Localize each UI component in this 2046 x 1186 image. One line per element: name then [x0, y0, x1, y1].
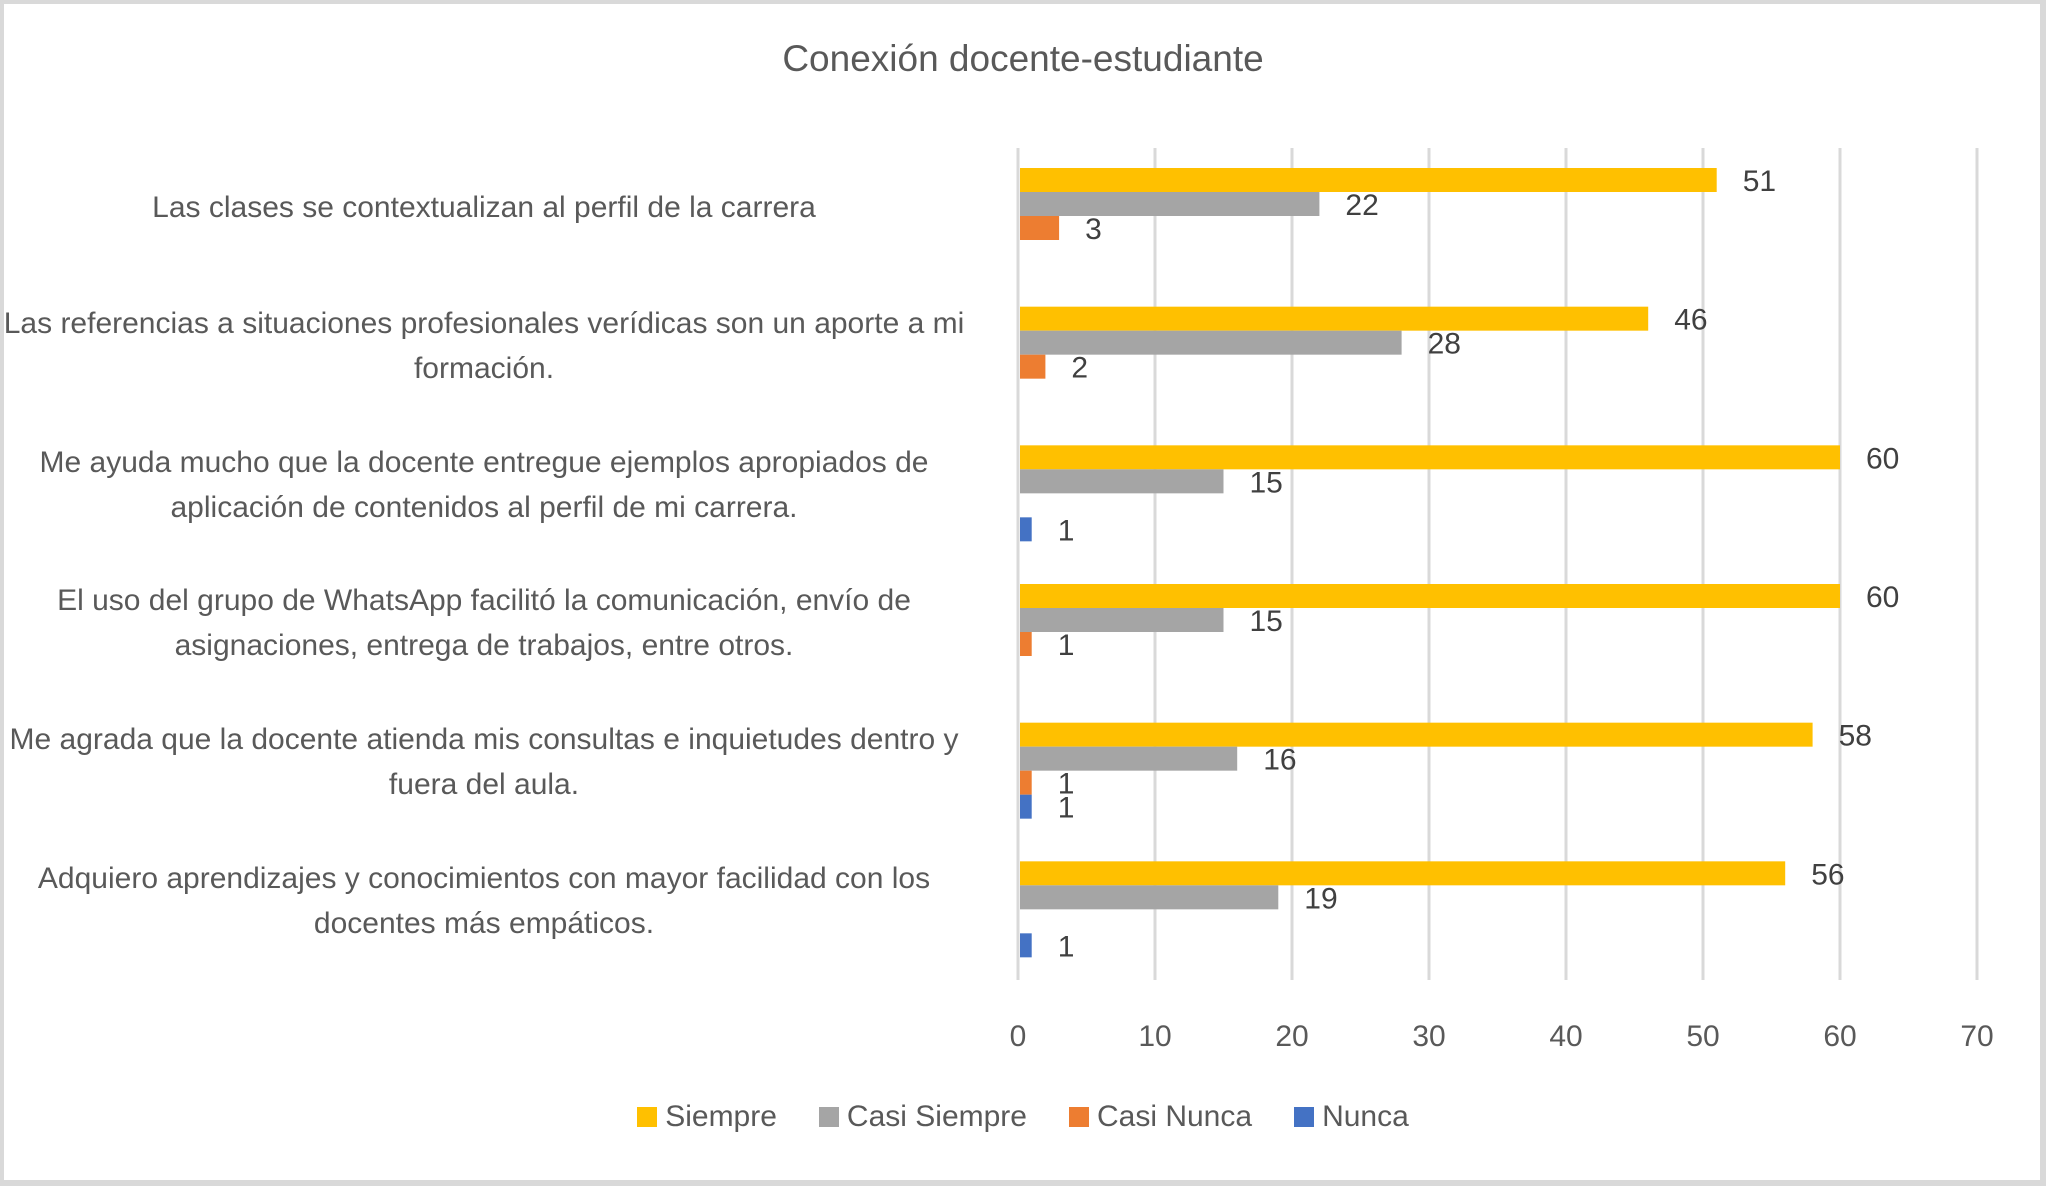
gridlines	[1016, 148, 1979, 980]
data-label-casi-nunca: 3	[1085, 213, 1102, 246]
bar-casi-siempre	[1020, 330, 1402, 355]
x-tick-label: 20	[1275, 1020, 1308, 1053]
data-label-siempre: 58	[1839, 720, 1872, 753]
data-label-casi-siempre: 19	[1304, 882, 1337, 915]
legend-item-nunca: Nunca	[1294, 1100, 1409, 1134]
data-label-casi-nunca: 1	[1058, 629, 1075, 662]
data-label-casi-nunca: 1	[1058, 768, 1075, 801]
data-label-casi-siempre: 15	[1250, 466, 1283, 499]
x-tick-label: 40	[1549, 1020, 1582, 1053]
bar-siempre	[1020, 584, 1840, 608]
category-label: Adquiero aprendizajes y conocimientos co…	[37, 861, 931, 940]
bar-casi-siempre	[1020, 192, 1320, 216]
category-label: Las clases se contextualizan al perfil d…	[152, 190, 816, 224]
x-tick-label: 0	[1010, 1020, 1027, 1053]
legend-swatch	[1294, 1107, 1315, 1127]
legend-item-siempre: Siempre	[637, 1100, 777, 1134]
data-label-siempre: 46	[1674, 304, 1707, 337]
data-label-casi-siempre: 22	[1345, 189, 1378, 222]
category-label: Me agrada que la docente atienda mis con…	[9, 723, 959, 801]
data-label-siempre: 51	[1743, 165, 1776, 198]
data-label-casi-nunca: 2	[1071, 352, 1088, 385]
legend-swatch	[637, 1107, 658, 1127]
legend-swatch	[818, 1107, 839, 1127]
bar-casi-siempre	[1020, 746, 1238, 771]
bar-nunca	[1020, 517, 1032, 542]
data-label-nunca: 1	[1058, 930, 1075, 963]
data-label-siempre: 60	[1866, 581, 1899, 614]
legend-label: Nunca	[1322, 1100, 1409, 1133]
category-label: Me ayuda mucho que la docente entregue e…	[39, 445, 929, 524]
bar-casi-nunca	[1020, 770, 1032, 795]
bar-casi-siempre	[1020, 885, 1279, 910]
bar-nunca	[1020, 933, 1032, 958]
x-tick-label: 60	[1823, 1020, 1856, 1053]
x-tick-label: 10	[1138, 1020, 1171, 1053]
x-axis-ticks: 0 10 20 30 40 50 60 70	[1010, 1020, 1994, 1053]
legend-label: Siempre	[665, 1100, 777, 1133]
bars	[1020, 168, 1840, 958]
legend-label: Casi Nunca	[1096, 1100, 1253, 1133]
legend-item-casi-siempre: Casi Siempre	[818, 1100, 1027, 1134]
data-label-nunca: 1	[1058, 514, 1075, 547]
chart-title: Conexión docente-estudiante	[782, 38, 1264, 79]
data-label-casi-siempre: 28	[1428, 328, 1461, 361]
bar-casi-nunca	[1020, 354, 1046, 379]
legend: Siempre Casi Siempre Casi Nunca Nunca	[0, 1100, 2046, 1134]
category-label: El uso del grupo de WhatsApp facilitó la…	[57, 584, 911, 663]
x-tick-label: 30	[1412, 1020, 1445, 1053]
data-label-casi-siempre: 16	[1263, 744, 1296, 777]
legend-label: Casi Siempre	[846, 1100, 1027, 1133]
bar-casi-siempre	[1020, 469, 1224, 494]
category-label: Las referencias a situaciones profesiona…	[3, 307, 965, 385]
data-label-siempre: 60	[1866, 442, 1899, 475]
x-tick-label: 70	[1960, 1020, 1993, 1053]
data-label-nunca: 1	[1058, 792, 1075, 825]
bar-siempre	[1020, 168, 1717, 192]
bar-casi-nunca	[1020, 632, 1032, 656]
x-tick-label: 50	[1686, 1020, 1719, 1053]
data-label-casi-siempre: 15	[1250, 605, 1283, 638]
bar-casi-siempre	[1020, 608, 1224, 632]
legend-item-casi-nunca: Casi Nunca	[1068, 1100, 1253, 1134]
bar-casi-nunca	[1020, 216, 1060, 240]
bar-siempre	[1020, 306, 1649, 331]
bar-nunca	[1020, 794, 1032, 819]
data-label-siempre: 56	[1811, 858, 1844, 891]
legend-swatch	[1068, 1107, 1089, 1127]
bar-siempre	[1020, 445, 1840, 470]
bar-siempre	[1020, 861, 1786, 886]
bar-siempre	[1020, 722, 1813, 747]
